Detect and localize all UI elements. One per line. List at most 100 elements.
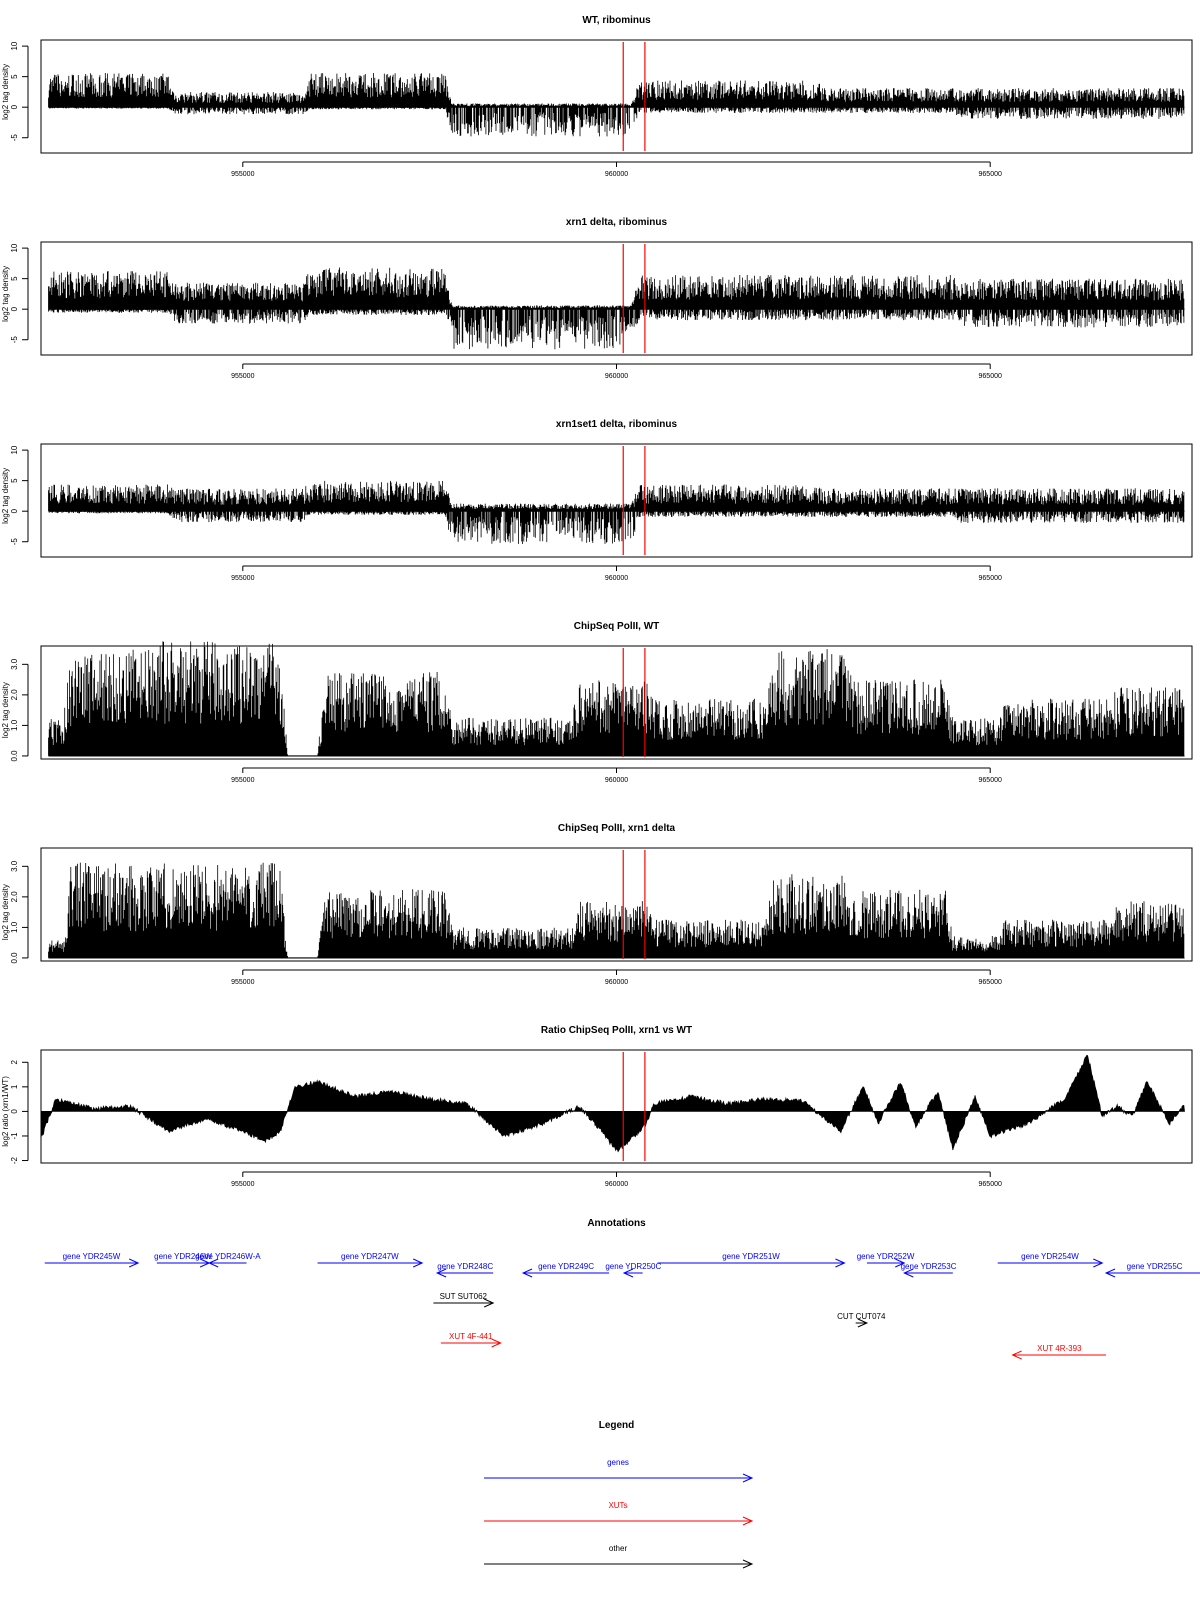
legend-panel: Legend genes XUTs other xyxy=(484,1420,754,1569)
chart-panel-6: Ratio ChipSeq PolII, xrn1 vs WT -2 -1 0 1 2 lo… xyxy=(1,1025,1193,1188)
plot-frame xyxy=(40,443,1193,558)
chart-panel-4: ChipSeq PolII, WT 0.0 1.0 2.0 3.0 log2 tag de… xyxy=(1,621,1193,784)
y-axis-label: log2 ratio (xrn1/WT) xyxy=(1,1076,10,1147)
density-bars xyxy=(48,73,1185,137)
feature-label: gene YDR247W xyxy=(341,1252,399,1261)
plot-frame xyxy=(40,241,1193,356)
x-tick-label: 960000 xyxy=(605,1181,628,1188)
annotation-feature: gene YDR249C xyxy=(521,1262,610,1278)
x-tick-label: 965000 xyxy=(979,171,1002,178)
arrow-head-icon xyxy=(128,1258,140,1268)
x-tick-label: 960000 xyxy=(605,171,628,178)
y-tick-label: 2.0 xyxy=(10,891,19,903)
feature-label: gene YDR245W xyxy=(63,1252,121,1261)
y-axis-label: log2 tag density xyxy=(1,266,10,322)
annotation-feature: gene YDR248C xyxy=(435,1262,493,1278)
y-tick-label: 5 xyxy=(10,74,19,79)
chart-title: ChipSeq PolII, xrn1 delta xyxy=(558,823,676,834)
y-axis-label: log2 tag density xyxy=(1,682,10,738)
chart-panel-2: xrn1 delta, ribominus -5 0 5 10 log2 tag dens… xyxy=(1,217,1193,380)
x-tick-label: 965000 xyxy=(979,373,1002,380)
x-tick-label: 955000 xyxy=(231,979,254,986)
y-tick-label: 0.0 xyxy=(10,750,19,762)
y-tick-label: 0 xyxy=(10,1109,19,1114)
feature-label: gene YDR255C xyxy=(1127,1262,1183,1271)
y-tick-label: 0 xyxy=(10,104,19,109)
feature-label: gene YDR250C xyxy=(605,1262,661,1271)
feature-label: SUT SUT062 xyxy=(440,1292,488,1301)
feature-label: gene YDR253C xyxy=(901,1262,957,1271)
y-tick-label: -5 xyxy=(10,134,19,142)
annotation-feature: gene YDR247W xyxy=(317,1252,424,1268)
arrow-head-icon xyxy=(742,1516,754,1526)
annotation-feature: gene YDR250C xyxy=(605,1262,661,1278)
x-tick-label: 960000 xyxy=(605,575,628,582)
annotation-feature: gene YDR246W-A xyxy=(195,1252,261,1268)
feature-label: XUT 4R-393 xyxy=(1037,1344,1082,1353)
arrow-head-icon xyxy=(857,1318,869,1328)
legend-item-xuts: XUTs xyxy=(484,1501,754,1526)
x-tick-label: 955000 xyxy=(231,777,254,784)
x-tick-label: 960000 xyxy=(605,373,628,380)
x-tick-label: 965000 xyxy=(979,575,1002,582)
arrow-head-icon xyxy=(483,1298,495,1308)
feature-label: gene YDR246W xyxy=(154,1252,212,1261)
arrow-head-icon xyxy=(521,1268,533,1278)
x-tick-label: 955000 xyxy=(231,1181,254,1188)
y-tick-label: 5 xyxy=(10,478,19,483)
feature-label: CUT CUT074 xyxy=(837,1312,886,1321)
legend-title: Legend xyxy=(599,1420,635,1431)
legend-label: XUTs xyxy=(608,1501,627,1510)
feature-label: gene YDR254W xyxy=(1021,1252,1079,1261)
arrow-head-icon xyxy=(412,1258,424,1268)
chart-title: ChipSeq PolII, WT xyxy=(574,621,660,632)
density-bars xyxy=(48,641,1185,756)
chart-panel-5: ChipSeq PolII, xrn1 delta 0.0 1.0 2.0 3.0 log… xyxy=(1,823,1193,986)
feature-label: gene YDR246W-A xyxy=(195,1252,261,1261)
feature-label: gene YDR251W xyxy=(722,1252,780,1261)
chart-panel-1: WT, ribominus -5 0 5 10 log2 tag density 95500… xyxy=(1,15,1193,178)
y-tick-label: 10 xyxy=(10,41,19,50)
density-bars xyxy=(48,267,1185,350)
annotation-feature: gene YDR251W xyxy=(657,1252,846,1268)
chart-title: Ratio ChipSeq PolII, xrn1 vs WT xyxy=(541,1025,692,1036)
legend-label: genes xyxy=(607,1458,629,1467)
y-tick-label: -5 xyxy=(10,538,19,546)
arrow-head-icon xyxy=(742,1559,754,1569)
feature-label: gene YDR252W xyxy=(857,1252,915,1261)
annotations-title: Annotations xyxy=(587,1218,646,1229)
annotation-feature: XUT 4F-441 xyxy=(440,1332,502,1348)
chart-title: WT, ribominus xyxy=(582,15,651,26)
arrow-head-icon xyxy=(742,1473,754,1483)
arrow-head-icon xyxy=(622,1268,634,1278)
arrow-head-icon xyxy=(1011,1350,1022,1360)
y-tick-label: 5 xyxy=(10,276,19,281)
y-tick-label: -5 xyxy=(10,336,19,344)
chart-title: xrn1 delta, ribominus xyxy=(566,217,668,228)
chart-panel-3: xrn1set1 delta, ribominus -5 0 5 10 log2 tag … xyxy=(1,419,1193,582)
y-tick-label: -1 xyxy=(10,1132,19,1140)
x-tick-label: 965000 xyxy=(979,979,1002,986)
y-tick-label: 3.0 xyxy=(10,658,19,670)
feature-label: gene YDR248C xyxy=(437,1262,493,1271)
x-tick-label: 955000 xyxy=(231,575,254,582)
arrow-head-icon xyxy=(835,1258,846,1268)
x-tick-label: 960000 xyxy=(605,979,628,986)
y-tick-label: 3.0 xyxy=(10,860,19,872)
y-tick-label: 1.0 xyxy=(10,921,19,933)
plot-frame xyxy=(40,847,1193,962)
annotation-feature: XUT 4R-393 xyxy=(1011,1344,1107,1360)
plot-frame xyxy=(40,645,1193,760)
y-tick-label: 0 xyxy=(10,508,19,513)
y-tick-label: 1 xyxy=(10,1084,19,1089)
y-axis-label: log2 tag density xyxy=(1,884,10,940)
density-bars xyxy=(48,480,1185,544)
annotation-feature: gene YDR254W xyxy=(997,1252,1104,1268)
legend-item-other: other xyxy=(484,1544,754,1569)
y-tick-label: 0.0 xyxy=(10,952,19,964)
arrow-head-icon xyxy=(207,1258,219,1268)
arrow-head-icon xyxy=(435,1268,447,1278)
x-tick-label: 955000 xyxy=(231,171,254,178)
